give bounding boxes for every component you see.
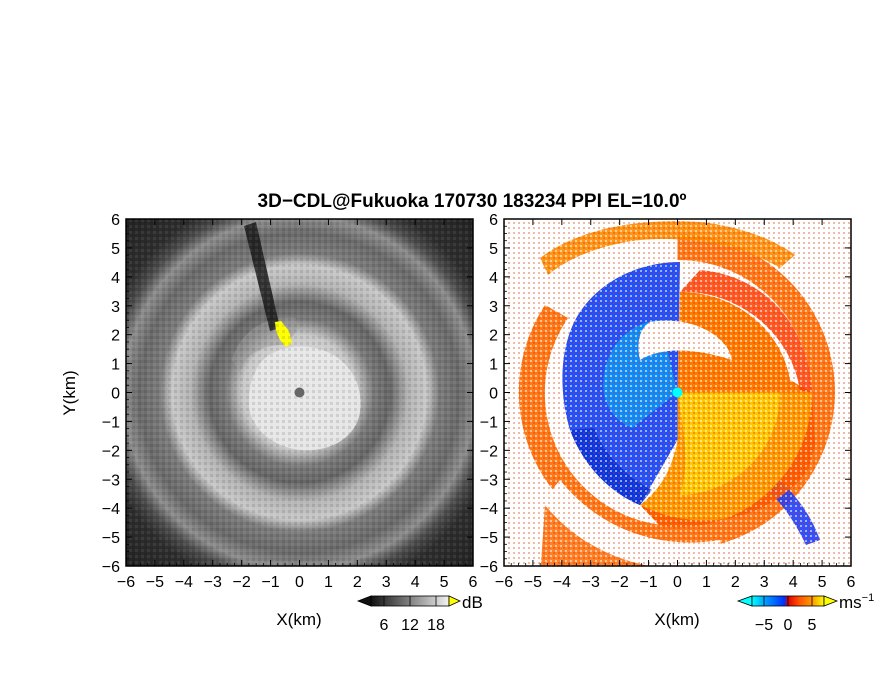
y-tick-label: 2 (489, 328, 498, 345)
y-tick-label: −1 (102, 414, 120, 431)
colorbar-tick-label: 5 (808, 617, 817, 634)
y-tick-label: −4 (102, 501, 120, 518)
x-tick-label: −2 (611, 574, 629, 591)
y-tick-label: 2 (111, 328, 120, 345)
left-axes: −6 −5 −4 −3 −2 −1 0 1 2 3 4 5 6 6 5 4 3 2 1 0 −1 −2 −3 −4 −5 −6 (102, 212, 478, 591)
intensity-field (126, 219, 473, 566)
x-tick-label: 4 (789, 574, 798, 591)
x-tick-label: 0 (673, 574, 682, 591)
y-tick-label: −6 (480, 559, 498, 576)
chart-title: 3D−CDL@Fukuoka 170730 183234 PPI EL=10.0… (258, 191, 687, 212)
colorbar-tick-label: 12 (401, 617, 419, 634)
right-axes: −6 −5 −4 −3 −2 −1 0 1 2 3 4 5 6 6 5 4 3 2 1 0 −1 −2 −3 −4 −5 −6 (480, 212, 856, 591)
colorbar-unit: dB (462, 593, 483, 612)
y-tick-label: 1 (111, 357, 120, 374)
x-tick-label: 5 (818, 574, 827, 591)
radar-site-marker (672, 387, 683, 398)
y-tick-label: −5 (102, 530, 120, 547)
colorbar-unit: ms−1 (839, 592, 874, 612)
y-tick-label: 5 (489, 241, 498, 258)
y-tick-label: −5 (480, 530, 498, 547)
colorbar-tick-label: 18 (427, 617, 445, 634)
y-tick-label: 0 (489, 386, 498, 403)
y-tick-label: −2 (102, 443, 120, 460)
y-tick-label: 3 (111, 299, 120, 316)
colorbar-unit-exponent: −1 (862, 592, 875, 604)
left-x-axis-label: X(km) (276, 610, 321, 629)
x-tick-label: −1 (261, 574, 279, 591)
colorbar-extend-low (356, 595, 372, 607)
colorbar-extend-high (823, 595, 839, 607)
y-tick-label: 6 (489, 212, 498, 229)
x-tick-label: 2 (731, 574, 740, 591)
x-tick-label: 5 (440, 574, 449, 591)
y-tick-label: 3 (489, 299, 498, 316)
intensity-colorbar: 6 12 18 dB (356, 593, 483, 634)
colorbar-tick-label: −5 (755, 617, 773, 634)
x-tick-label: −4 (175, 574, 193, 591)
right-panel: −6 −5 −4 −3 −2 −1 0 1 2 3 4 5 6 6 5 4 3 2 1 0 −1 −2 −3 −4 −5 −6 X… (480, 212, 874, 634)
x-tick-label: 3 (382, 574, 391, 591)
right-x-axis-label: X(km) (654, 610, 699, 629)
colorbar-tick-label: 0 (784, 617, 793, 634)
radar-site-marker (294, 387, 305, 398)
y-tick-label: 1 (489, 357, 498, 374)
x-tick-label: 6 (469, 574, 478, 591)
x-tick-label: −3 (582, 574, 600, 591)
left-y-axis-label: Y(km) (60, 370, 79, 415)
y-tick-label: −2 (480, 443, 498, 460)
x-tick-label: 4 (411, 574, 420, 591)
x-tick-label: −1 (639, 574, 657, 591)
colorbar-extend-low (736, 595, 753, 607)
colorbar-extend-high (448, 595, 461, 607)
x-tick-label: −5 (524, 574, 542, 591)
velocity-field (504, 219, 851, 566)
colorbar-ticks: −5 0 5 (755, 596, 817, 634)
x-tick-label: 1 (324, 574, 333, 591)
y-tick-label: −4 (480, 501, 498, 518)
y-tick-label: −6 (102, 559, 120, 576)
x-tick-label: −6 (117, 574, 135, 591)
y-tick-label: −1 (480, 414, 498, 431)
colorbar-unit-base: ms (839, 593, 862, 612)
y-tick-label: 4 (111, 270, 120, 287)
x-tick-label: 3 (760, 574, 769, 591)
y-tick-label: −3 (480, 472, 498, 489)
y-tick-label: 6 (111, 212, 120, 229)
velocity-colorbar: −5 0 5 ms−1 (736, 592, 874, 634)
y-tick-label: 5 (111, 241, 120, 258)
x-tick-label: −2 (233, 574, 251, 591)
x-tick-label: 1 (702, 574, 711, 591)
x-tick-label: −5 (146, 574, 164, 591)
x-tick-label: −4 (553, 574, 571, 591)
y-tick-label: 0 (111, 386, 120, 403)
y-tick-label: −3 (102, 472, 120, 489)
x-tick-label: 0 (295, 574, 304, 591)
x-tick-label: 2 (353, 574, 362, 591)
x-tick-label: −3 (204, 574, 222, 591)
colorbar-ticks: 6 12 18 (380, 596, 445, 634)
colorbar-tick-label: 6 (380, 617, 389, 634)
y-tick-label: 4 (489, 270, 498, 287)
x-tick-label: −6 (495, 574, 513, 591)
x-tick-label: 6 (847, 574, 856, 591)
